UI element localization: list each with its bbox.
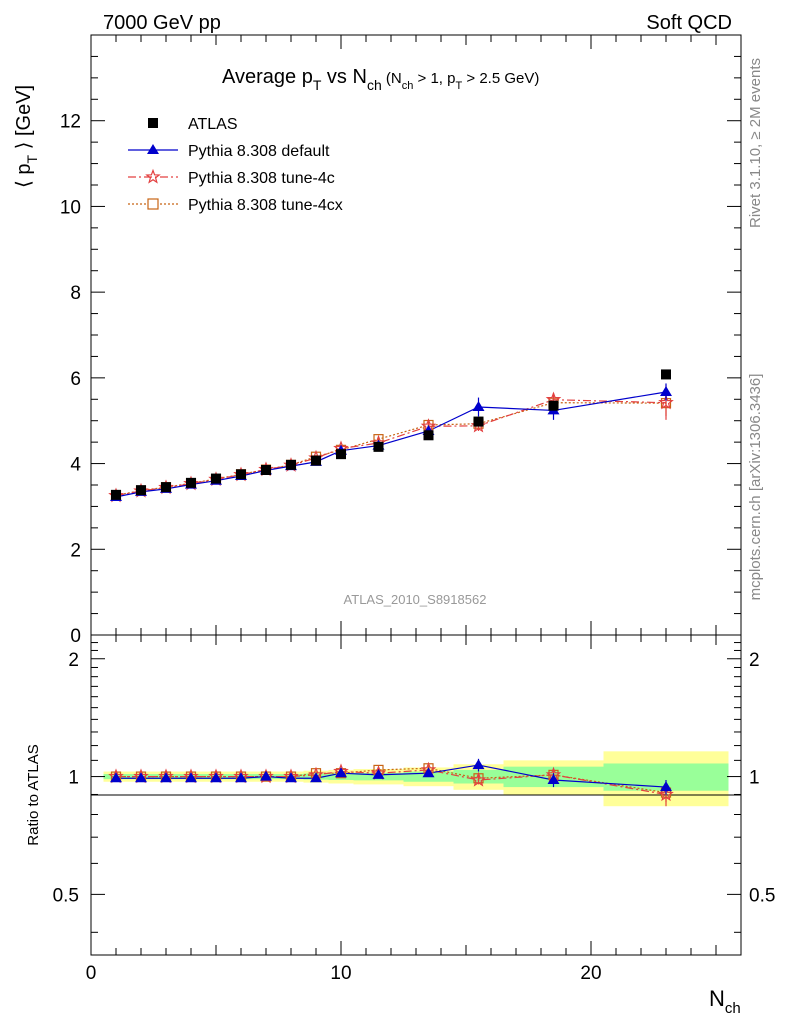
data-point-atlas	[261, 465, 271, 475]
legend-marker-default	[147, 144, 159, 154]
legend-item-tune4c: Pythia 8.308 tune-4c	[128, 168, 335, 187]
data-point-atlas	[236, 469, 246, 480]
ratio-point-default	[310, 772, 322, 783]
header-right: Soft QCD	[646, 12, 732, 34]
legend-label-default: Pythia 8.308 default	[188, 143, 330, 160]
ratio-point-default	[235, 772, 247, 783]
data-point-atlas	[423, 430, 434, 441]
main-y-tick-label: 8	[70, 283, 81, 304]
ratio-y-tick-label-right: 0.5	[749, 885, 775, 906]
ratio-point-default	[472, 759, 485, 770]
header-left: 7000 GeV pp	[103, 12, 221, 34]
ratio-point-default	[335, 767, 347, 778]
ratio-y-axis-label: Ratio to ATLAS	[25, 744, 42, 845]
ratio-point-default	[660, 781, 672, 792]
main-axis-ticks: 0 2 4 6 8 10 12	[60, 34, 742, 647]
analysis-watermark: ATLAS_2010_S8918562	[344, 592, 487, 607]
ratio-point-default	[185, 772, 197, 783]
ratio-y-tick-label: 1	[68, 768, 79, 789]
x-tick-label: 20	[580, 963, 601, 984]
ratio-point-default	[285, 772, 297, 783]
ratio-axis-ticks: 0.5 0.51 12 20 10 20	[53, 635, 775, 984]
data-point-atlas	[111, 489, 121, 500]
mcplots-label: mcplots.cern.ch [arXiv:1306.3436]	[747, 374, 764, 601]
data-point-atlas	[136, 485, 146, 496]
main-y-axis-label: ⟨ pT ⟩ [GeV]	[13, 85, 40, 188]
ratio-point-default	[260, 770, 272, 781]
legend-label-tune4c: Pythia 8.308 tune-4c	[188, 170, 335, 187]
ratio-plot-marks	[108, 758, 674, 807]
main-panel: 0 2 4 6 8 10 12 ATLAS_2010_S8918562 Average pT…	[13, 34, 742, 647]
ratio-point-default	[160, 772, 172, 783]
data-point-atlas	[548, 400, 559, 411]
main-y-tick-label: 4	[70, 455, 81, 476]
data-point-atlas	[661, 369, 671, 380]
main-y-tick-label: 0	[70, 626, 81, 647]
ratio-y-tick-label-right: 1	[749, 768, 760, 789]
legend-label-atlas: ATLAS	[188, 116, 238, 133]
data-point-atlas	[336, 449, 346, 460]
data-point-atlas	[186, 477, 196, 488]
ratio-point-default	[547, 773, 560, 784]
data-point-atlas	[373, 441, 384, 452]
legend-marker-tune4cx	[147, 198, 159, 210]
main-plot-marks	[108, 369, 674, 503]
ratio-y-tick-label-right: 2	[749, 650, 760, 671]
ratio-point-default	[110, 772, 122, 783]
data-point-default	[660, 386, 672, 396]
chart-title: Average pT vs Nch (Nch > 1, pT > 2.5 GeV…	[222, 66, 539, 93]
ratio-panel: 0.5 0.51 12 20 10 20 Ratio to ATLAS	[25, 634, 775, 984]
data-point-default	[472, 401, 485, 411]
x-axis-label: Nch	[709, 986, 741, 1017]
data-point-atlas	[211, 473, 221, 484]
legend: ATLAS Pythia 8.308 default Pythia 8.308 …	[128, 116, 343, 214]
legend-label-tune4cx: Pythia 8.308 tune-4cx	[188, 197, 343, 214]
data-point-tune4c	[658, 394, 674, 410]
ratio-point-tune4c	[470, 771, 487, 787]
data-point-atlas	[311, 455, 321, 466]
ratio-point-default	[135, 772, 147, 783]
main-y-tick-label: 2	[70, 540, 81, 561]
ratio-point-default	[210, 772, 222, 783]
legend-item-default: Pythia 8.308 default	[128, 143, 330, 160]
ratio-point-default	[372, 768, 385, 779]
ratio-y-tick-label: 2	[68, 650, 79, 671]
x-tick-label: 10	[330, 963, 351, 984]
ratio-point-default	[422, 767, 435, 778]
ratio-point-tune4c	[658, 786, 674, 802]
rivet-label: Rivet 3.1.10, ≥ 2M events	[747, 58, 764, 228]
ratio-y-tick-label: 0.5	[53, 885, 79, 906]
main-y-tick-label: 10	[60, 197, 81, 218]
data-point-atlas	[286, 459, 296, 470]
data-point-atlas	[473, 416, 484, 427]
legend-item-tune4cx: Pythia 8.308 tune-4cx	[128, 197, 343, 214]
x-tick-label: 0	[86, 963, 97, 984]
legend-marker-atlas	[148, 118, 158, 128]
data-point-atlas	[161, 482, 171, 493]
legend-item-atlas: ATLAS	[148, 116, 238, 133]
legend-marker-tune4c	[145, 168, 161, 184]
main-y-tick-label: 6	[70, 369, 81, 390]
main-y-tick-label: 12	[60, 112, 81, 133]
